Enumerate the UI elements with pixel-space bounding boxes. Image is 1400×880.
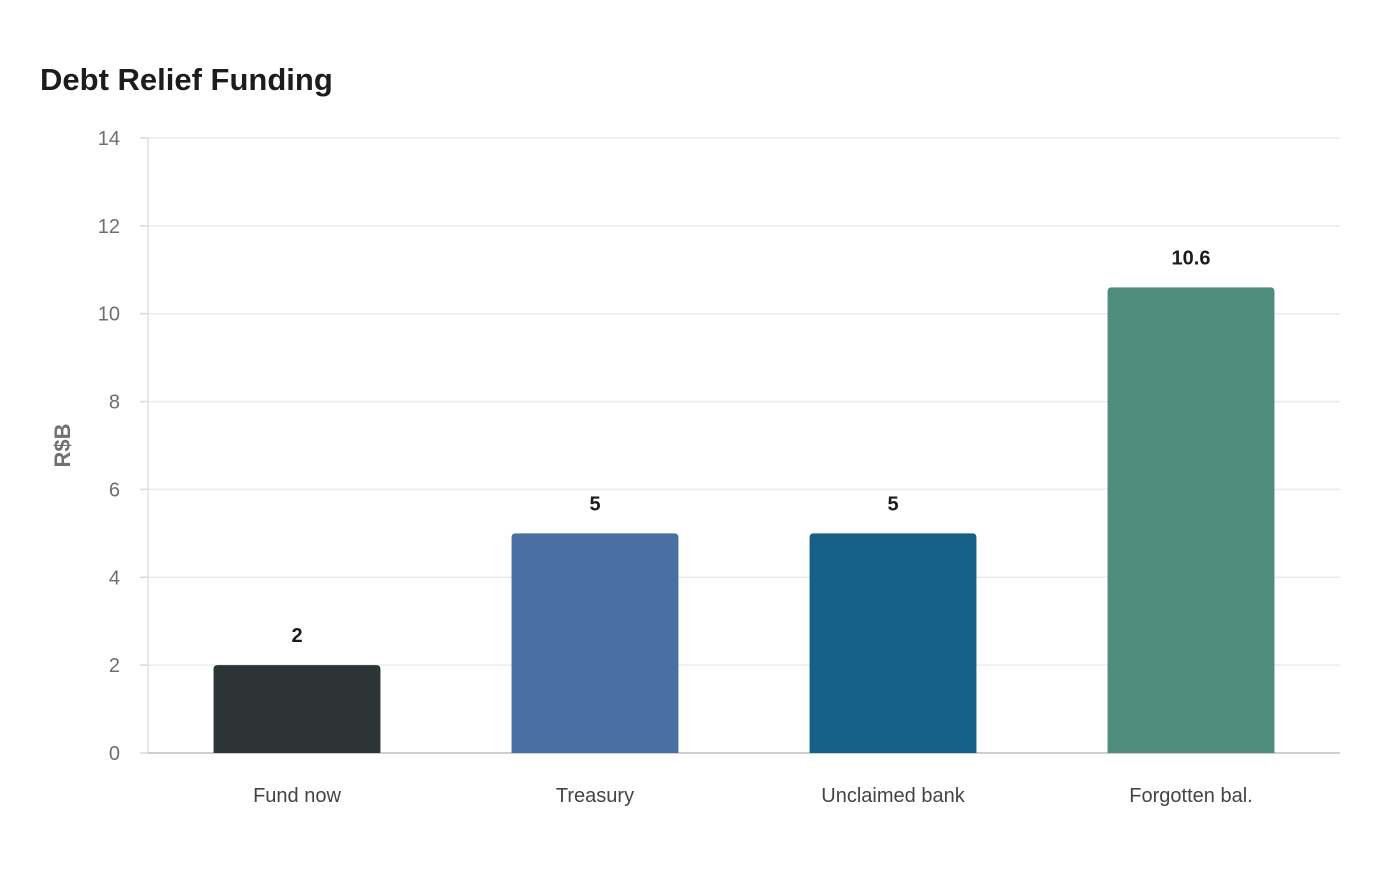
bar-treasury: [511, 533, 679, 753]
bar-fund-now: [213, 665, 381, 753]
y-tick-label: 12: [98, 216, 120, 238]
x-tick-label: Forgotten bal.: [1129, 785, 1252, 807]
x-tick-label: Unclaimed bank: [821, 785, 965, 807]
labels: 0 2 4 6 8 10 12 14 2 Fund now 5 Treasury 5 Unclaimed …: [98, 128, 1253, 807]
y-tick-label: 14: [98, 128, 120, 150]
data-label: 5: [887, 493, 898, 515]
y-tick-label: 4: [109, 567, 120, 589]
x-tick-label: Fund now: [253, 785, 341, 807]
bar-unclaimed-bank: [809, 533, 977, 753]
y-tick-label: 2: [109, 655, 120, 677]
data-label: 5: [589, 493, 600, 515]
y-axis-title: R$B: [50, 423, 75, 467]
x-tick-label: Treasury: [556, 785, 634, 807]
y-tick-label: 6: [109, 479, 120, 501]
bars: [213, 287, 1275, 753]
data-label: 2: [291, 625, 302, 647]
y-tick-label: 8: [109, 392, 120, 414]
bar-forgotten-bal: [1107, 287, 1275, 753]
y-tick-label: 10: [98, 304, 120, 326]
chart-title: Debt Relief Funding: [40, 62, 333, 97]
data-label: 10.6: [1172, 247, 1211, 269]
y-tick-label: 0: [109, 743, 120, 765]
